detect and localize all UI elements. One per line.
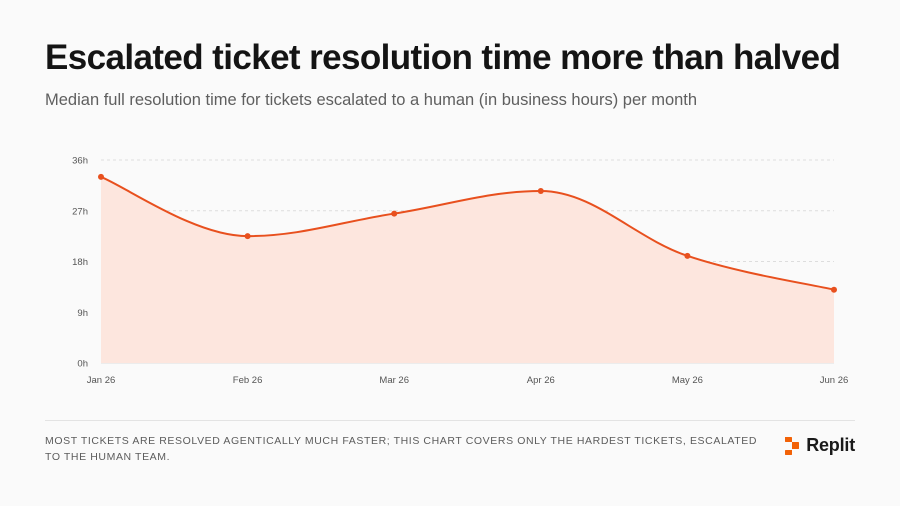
brand-name: Replit bbox=[806, 435, 855, 455]
x-tick-label: Mar 26 bbox=[379, 375, 409, 386]
x-tick-label: Jan 26 bbox=[87, 375, 116, 386]
y-axis-ticks: 0h 9h 18h 27h 36h bbox=[72, 156, 88, 370]
y-tick-label: 0h bbox=[77, 359, 88, 370]
x-axis-ticks: Jan 26 Feb 26 Mar 26 Apr 26 May 26 Jun 26 bbox=[87, 375, 849, 386]
y-tick-label: 18h bbox=[72, 257, 88, 268]
series-line bbox=[100, 175, 835, 291]
resolution-time-chart: 0h 9h 18h 27h 36h Jan 26 Feb 26 Mar 26 Apr 26 Ma… bbox=[72, 156, 849, 387]
data-point bbox=[537, 188, 544, 195]
data-points bbox=[98, 173, 837, 293]
x-tick-label: May 26 bbox=[672, 375, 703, 386]
x-tick-label: Feb 26 bbox=[233, 375, 263, 386]
brand-logo: Replit bbox=[784, 435, 855, 456]
x-tick-label: Jun 26 bbox=[820, 375, 849, 386]
data-point bbox=[684, 252, 691, 259]
series-line-layer bbox=[100, 175, 835, 291]
data-point bbox=[98, 173, 104, 180]
chart-title: Escalated ticket resolution time more th… bbox=[45, 38, 841, 77]
data-point bbox=[831, 286, 837, 293]
area-fill-layer bbox=[101, 176, 834, 363]
x-tick-label: Apr 26 bbox=[527, 375, 555, 386]
area-fill bbox=[101, 176, 834, 363]
data-point bbox=[391, 210, 398, 217]
y-tick-label: 27h bbox=[72, 206, 88, 217]
chart-subtitle: Median full resolution time for tickets … bbox=[45, 91, 698, 109]
y-tick-label: 36h bbox=[72, 156, 88, 167]
footnote: MOST TICKETS ARE RESOLVED AGENTICALLY MU… bbox=[45, 435, 758, 463]
y-tick-label: 9h bbox=[77, 308, 88, 319]
data-point bbox=[244, 233, 251, 240]
replit-logo-icon bbox=[785, 436, 800, 455]
footer-divider bbox=[45, 420, 855, 421]
